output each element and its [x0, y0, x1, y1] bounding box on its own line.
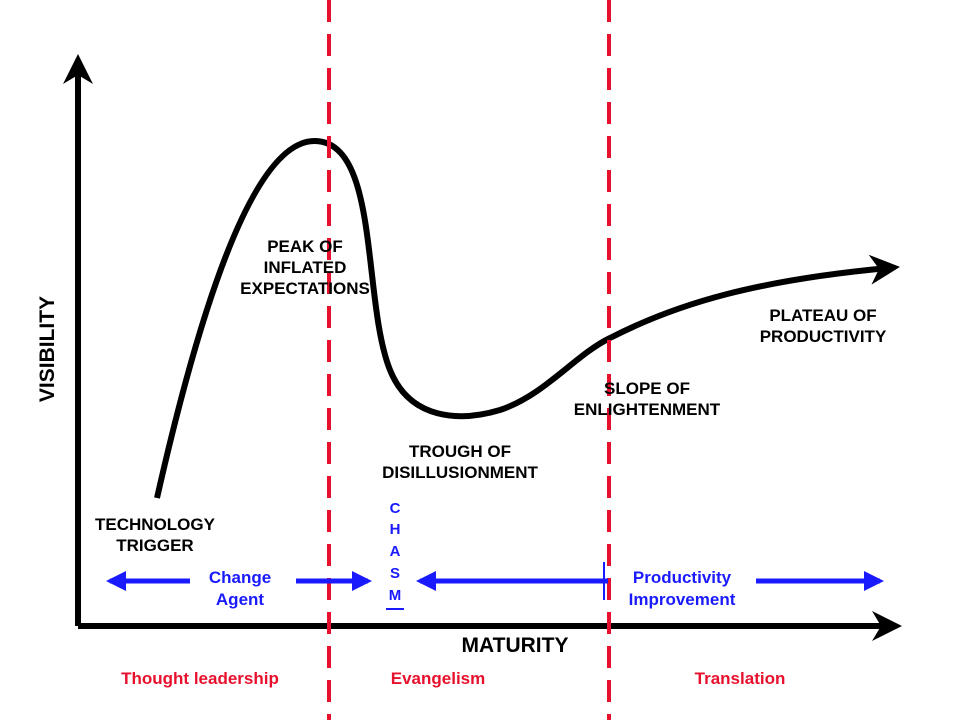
- chasm-letter-a: A: [389, 543, 401, 560]
- chasm-letter-s: S: [389, 565, 400, 582]
- productivity-improvement-label: Productivity Improvement: [628, 568, 736, 609]
- y-axis-label: VISIBILITY: [36, 295, 59, 403]
- chasm-letter-c: C: [389, 500, 401, 517]
- slope-label: SLOPE OF ENLIGHTENMENT: [573, 379, 721, 419]
- x-axis-label: MATURITY: [461, 634, 569, 657]
- translation-label: Translation: [694, 669, 786, 688]
- technology-trigger-label: TECHNOLOGY TRIGGER: [95, 515, 215, 555]
- change-agent-label: Change Agent: [208, 568, 272, 609]
- trough-label: TROUGH OF DISILLUSIONMENT: [382, 442, 538, 482]
- peak-label: PEAK OF INFLATED EXPECTATIONS: [240, 237, 370, 298]
- chasm-letter-m: M: [388, 587, 402, 604]
- evangelism-label: Evangelism: [390, 669, 486, 688]
- plateau-label: PLATEAU OF PRODUCTIVITY: [759, 306, 887, 346]
- chasm-letter-h: H: [389, 521, 401, 538]
- hype-curve: [154, 137, 900, 499]
- thought-leadership-label: Thought leadership: [121, 669, 279, 688]
